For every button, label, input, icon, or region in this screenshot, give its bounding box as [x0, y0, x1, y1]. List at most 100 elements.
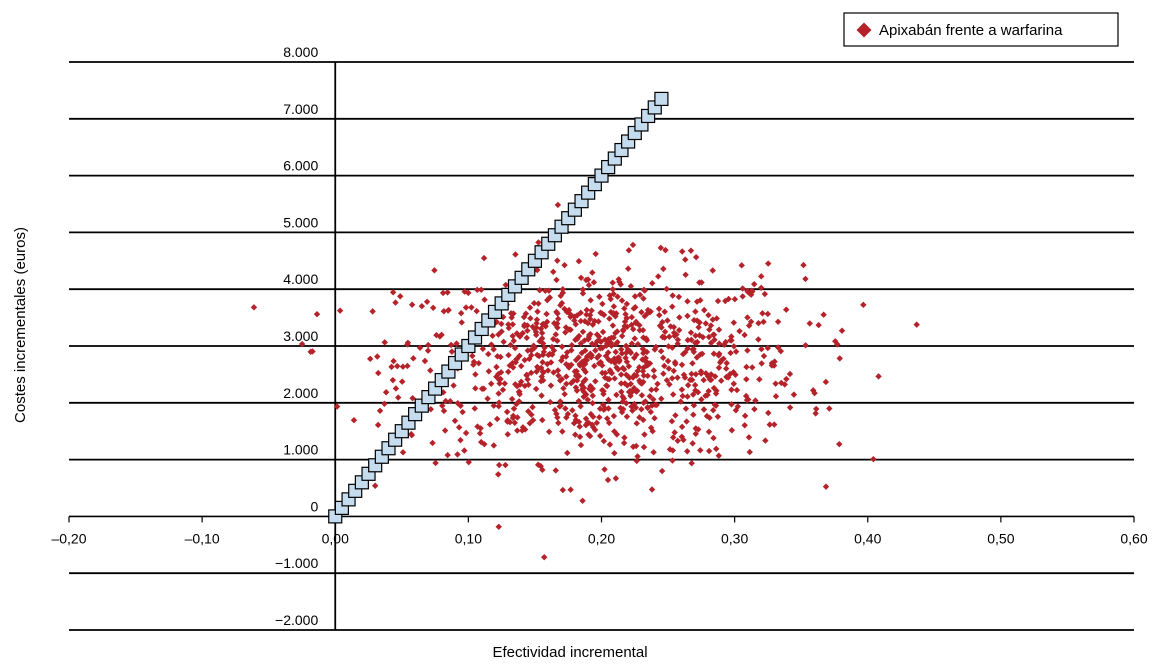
scatter-point	[730, 343, 738, 350]
scatter-point	[536, 287, 543, 294]
scatter-point	[730, 319, 738, 326]
scatter-point	[605, 356, 612, 363]
scatter-point	[636, 291, 644, 299]
scatter-point	[605, 349, 612, 356]
scatter-point	[587, 354, 595, 361]
scatter-point	[516, 352, 523, 360]
scatter-point	[429, 304, 437, 311]
scatter-point	[558, 343, 566, 350]
scatter-point	[535, 461, 542, 468]
scatter-point	[524, 322, 531, 329]
scatter-point	[484, 395, 491, 402]
scatter-point	[618, 350, 626, 357]
scatter-point	[425, 341, 432, 349]
scatter-point	[596, 405, 604, 412]
scatter-point	[424, 347, 432, 354]
scatter-point	[688, 370, 695, 378]
scatter-point	[749, 364, 756, 371]
scatter-point	[537, 325, 545, 332]
scatter-point	[822, 378, 830, 386]
scatter-point	[678, 386, 686, 393]
scatter-point	[476, 430, 484, 437]
scatter-point	[375, 369, 382, 377]
scatter-point	[583, 356, 591, 364]
scatter-point	[298, 340, 306, 348]
scatter-point	[727, 337, 734, 344]
scatter-point	[703, 412, 711, 420]
scatter-point	[722, 338, 729, 346]
scatter-point	[734, 403, 741, 410]
scatter-point	[575, 354, 582, 361]
scatter-point	[608, 342, 615, 349]
scatter-point	[496, 380, 503, 387]
scatter-point	[766, 421, 773, 428]
scatter-point	[506, 362, 513, 369]
scatter-point	[505, 351, 512, 359]
scatter-point	[693, 354, 701, 361]
scatter-point	[741, 412, 749, 420]
scatter-point	[559, 428, 566, 435]
y-tick-labels: −2.000 −1.000 0 1.000 2.000 3.000 4.000 5.000 6.…	[275, 44, 318, 628]
scatter-point	[439, 402, 446, 409]
scatter-point	[465, 458, 472, 466]
scatter-point	[623, 413, 631, 420]
scatter-point	[656, 311, 663, 319]
scatter-point	[481, 296, 488, 303]
scatter-point	[565, 364, 573, 371]
scatter-point	[447, 341, 455, 349]
scatter-point	[582, 368, 589, 376]
scatter-point	[546, 398, 554, 406]
scatter-point	[578, 381, 585, 389]
scatter-point	[534, 363, 541, 371]
scatter-point	[472, 385, 479, 392]
scatter-point	[619, 327, 627, 335]
scatter-point	[513, 330, 521, 337]
scatter-point	[666, 333, 673, 340]
scatter-point	[834, 341, 841, 348]
scatter-point	[600, 311, 608, 319]
scatter-point	[658, 324, 665, 331]
scatter-point	[584, 396, 591, 403]
scatter-point	[790, 391, 798, 398]
scatter-point	[557, 398, 564, 405]
scatter-point	[654, 380, 661, 388]
x-tick-label: 0,40	[854, 530, 881, 546]
scatter-point	[619, 364, 627, 372]
scatter-point	[660, 370, 667, 377]
scatter-point	[548, 343, 556, 351]
scatter-point	[555, 419, 562, 427]
scatter-point	[624, 265, 632, 272]
scatter-point	[544, 296, 551, 304]
scatter-point	[447, 398, 454, 405]
legend-label: Apixabán frente a warfarina	[879, 22, 1063, 39]
scatter-point	[534, 266, 541, 274]
scatter-point	[404, 362, 411, 370]
scatter-point	[678, 248, 686, 255]
scatter-point	[458, 319, 465, 326]
x-tick-label: 0,60	[1120, 530, 1147, 546]
scatter-point	[461, 447, 468, 454]
scatter-point	[507, 341, 514, 349]
scatter-point	[382, 389, 390, 396]
scatter-point	[600, 437, 608, 445]
scatter-point	[333, 403, 341, 410]
scatter-point	[723, 359, 730, 367]
scatter-point	[770, 362, 778, 369]
scatter-point	[490, 442, 498, 449]
scatter-point	[250, 304, 258, 311]
scatter-point	[674, 340, 681, 347]
scatter-point	[539, 466, 546, 474]
scatter-point	[710, 350, 718, 357]
scatter-point	[633, 420, 640, 427]
scatter-point	[665, 365, 673, 372]
scatter-point	[742, 392, 750, 400]
scatter-point	[521, 322, 528, 330]
y-tick-label: 6.000	[283, 158, 318, 174]
scatter-point	[545, 428, 553, 436]
scatter-point	[585, 332, 593, 340]
scatter-point	[448, 348, 456, 355]
scatter-point	[631, 335, 638, 342]
scatter-point	[418, 302, 426, 310]
y-tick-label: −2.000	[275, 612, 318, 628]
scatter-point	[572, 431, 579, 438]
